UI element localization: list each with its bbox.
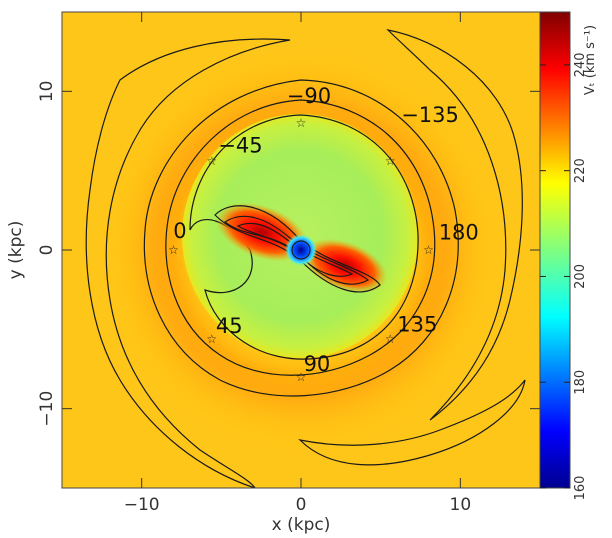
colorbar-tick-label: 160 <box>573 476 588 501</box>
angle-label: −135 <box>401 103 459 127</box>
y-axis: −10 0 10 <box>37 81 540 427</box>
angle-label: 90 <box>304 352 331 376</box>
colorbar <box>539 11 571 489</box>
x-tick-label: −10 <box>124 495 160 515</box>
colorbar-ticks: 160 180 200 220 240 <box>540 52 588 500</box>
colorbar-tick-label: 220 <box>573 158 588 183</box>
star-marker: ☆ <box>168 243 179 257</box>
star-marker: ☆ <box>296 116 307 130</box>
outer-contour-east <box>386 29 523 421</box>
star-marker: ☆ <box>423 243 434 257</box>
angle-annotations: −90 −45 −135 0 180 45 135 90 <box>173 84 479 376</box>
position-markers: ☆ ☆ ☆ ☆ ☆ ☆ ☆ ☆ <box>168 116 434 384</box>
y-axis-label: y (kpc) <box>6 221 26 280</box>
star-marker: ☆ <box>385 332 396 346</box>
ring-contour-middle <box>165 99 436 376</box>
x-tick-label: 0 <box>296 495 307 515</box>
star-marker: ☆ <box>206 154 217 168</box>
star-marker: ☆ <box>206 332 217 346</box>
y-tick-label: −10 <box>37 391 57 427</box>
star-marker: ☆ <box>385 154 396 168</box>
colorbar-tick-label: 180 <box>573 370 588 395</box>
y-tick-label: 10 <box>37 81 57 103</box>
angle-label: −90 <box>287 84 331 108</box>
angle-label: −45 <box>218 133 262 157</box>
outer-contour-south <box>298 379 526 466</box>
inner-disk-contour <box>189 114 419 360</box>
angle-label: 180 <box>439 221 479 245</box>
x-axis-label: x (kpc) <box>272 515 331 535</box>
colorbar-tick-label: 200 <box>573 264 588 289</box>
bar-contour-3 <box>236 222 354 277</box>
bar-core-contour <box>291 240 311 260</box>
angle-label: 0 <box>173 219 186 243</box>
x-tick-label: 10 <box>450 495 472 515</box>
y-tick-label: 0 <box>37 245 57 256</box>
angle-label: 45 <box>216 314 243 338</box>
outer-contour-west <box>85 38 291 488</box>
colorbar-label: Vₜ (km s⁻¹) <box>583 25 598 95</box>
bar-contour-1 <box>214 205 381 293</box>
star-marker: ☆ <box>296 370 307 384</box>
bar-core <box>285 234 317 266</box>
angle-label: 135 <box>397 313 437 337</box>
x-axis: −10 0 10 <box>124 12 471 515</box>
bar-lobe-west <box>216 202 308 262</box>
colorbar-tick-label: 240 <box>573 52 588 77</box>
heatmap-panel: ☆ ☆ ☆ ☆ ☆ ☆ ☆ ☆ −90 −45 −135 0 180 45 135 90 <box>62 12 540 488</box>
ring-contour-outer <box>143 79 459 397</box>
